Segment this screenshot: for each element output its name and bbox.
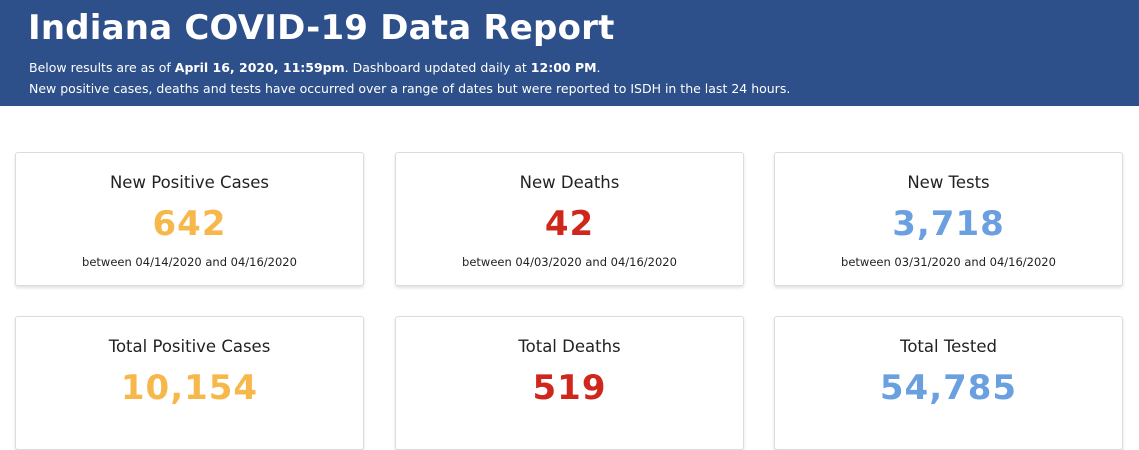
as-of-date: April 16, 2020, 11:59pm (174, 60, 345, 75)
card-label: Total Tested (900, 337, 997, 356)
page-title: Indiana COVID-19 Data Report (28, 8, 615, 48)
report-header: Indiana COVID-19 Data Report Below resul… (0, 0, 1139, 106)
card-new-tests: New Tests 3,718 between 03/31/2020 and 0… (774, 152, 1123, 286)
as-of-text: Below results are as of April 16, 2020, … (29, 60, 601, 75)
card-new-deaths: New Deaths 42 between 04/03/2020 and 04/… (395, 152, 744, 286)
card-value: 3,718 (892, 204, 1005, 244)
as-of-suffix: . (596, 60, 601, 75)
card-date-range: between 03/31/2020 and 04/16/2020 (841, 255, 1056, 269)
card-date-range: between 04/14/2020 and 04/16/2020 (82, 255, 297, 269)
as-of-prefix: Below results are as of (29, 60, 175, 75)
card-label: New Positive Cases (109, 173, 270, 192)
card-label: Total Positive Cases (108, 337, 271, 356)
card-label: New Tests (907, 173, 990, 192)
card-new-positive-cases: New Positive Cases 642 between 04/14/202… (15, 152, 364, 286)
card-date-range: between 04/03/2020 and 04/16/2020 (462, 255, 677, 269)
card-label: New Deaths (519, 173, 620, 192)
as-of-middle: . Dashboard updated daily at (344, 60, 531, 75)
card-total-positive-cases: Total Positive Cases 10,154 (15, 316, 364, 450)
card-total-deaths: Total Deaths 519 (395, 316, 744, 450)
card-total-tested: Total Tested 54,785 (774, 316, 1123, 450)
card-value: 642 (152, 204, 227, 244)
card-value: 54,785 (879, 368, 1018, 408)
card-value: 10,154 (120, 368, 259, 408)
card-value: 42 (544, 204, 595, 244)
card-value: 519 (532, 368, 607, 408)
card-label: Total Deaths (518, 337, 621, 356)
update-time: 12:00 PM (530, 60, 597, 75)
reporting-note: New positive cases, deaths and tests hav… (29, 81, 791, 96)
